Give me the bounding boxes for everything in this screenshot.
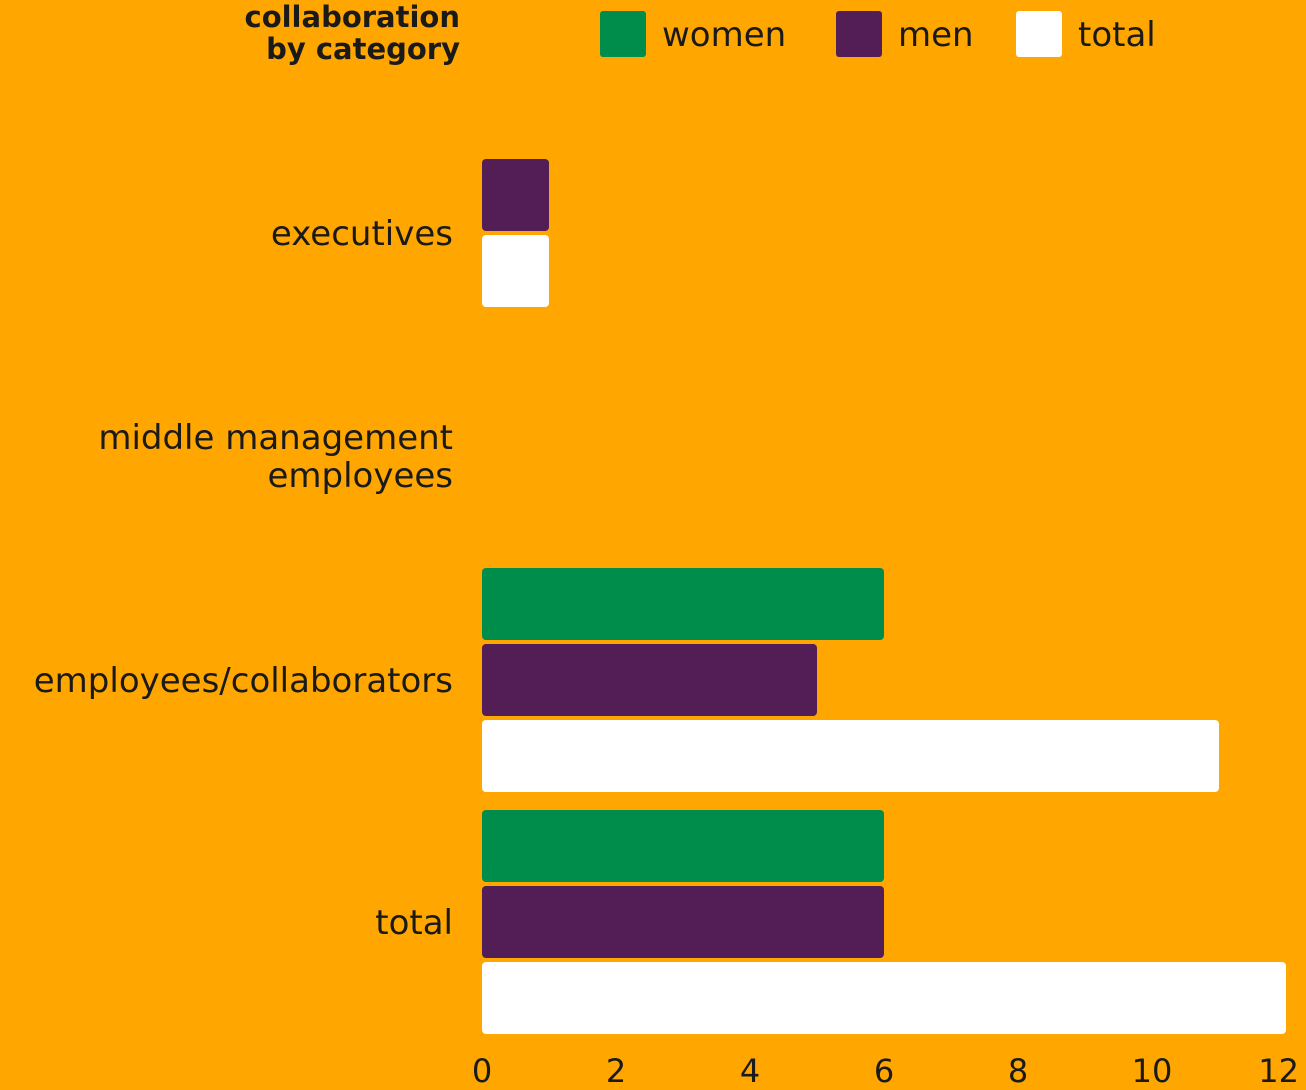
legend-swatch-women: [600, 11, 646, 57]
category-label-line: total: [375, 903, 453, 943]
chart-title: collaboration by category: [245, 0, 461, 66]
x-tick-label: 2: [606, 1052, 626, 1090]
chart-title-line: by category: [266, 32, 460, 66]
bar-men: [482, 644, 817, 716]
legend-swatch-men: [836, 11, 882, 57]
x-tick-label: 4: [740, 1052, 760, 1090]
bar-women: [482, 568, 884, 640]
bar-total: [482, 720, 1219, 792]
legend-label-men: men: [898, 15, 974, 55]
x-tick-label: 12: [1258, 1052, 1299, 1090]
category-label: executives: [271, 214, 453, 254]
legend-label-women: women: [662, 15, 786, 55]
x-tick-label: 10: [1132, 1052, 1173, 1090]
bar-women: [482, 810, 884, 882]
x-tick-label: 6: [874, 1052, 894, 1090]
legend-swatch-total: [1016, 11, 1062, 57]
category-label: total: [375, 903, 453, 943]
legend-label-total: total: [1078, 15, 1156, 55]
category-label-line: executives: [271, 214, 453, 254]
bar-men: [482, 159, 549, 231]
x-tick-label: 0: [472, 1052, 492, 1090]
chart-title-line: collaboration: [245, 0, 461, 34]
bar-men: [482, 886, 884, 958]
bar-total: [482, 235, 549, 307]
bar-total: [482, 962, 1286, 1034]
category-label: employees/collaborators: [34, 661, 453, 701]
category-label-line: middle management: [98, 418, 453, 458]
category-label-line: employees: [267, 456, 453, 496]
category-label-line: employees/collaborators: [34, 661, 453, 701]
category-label: middle management employees: [98, 418, 453, 496]
x-tick-label: 8: [1008, 1052, 1028, 1090]
